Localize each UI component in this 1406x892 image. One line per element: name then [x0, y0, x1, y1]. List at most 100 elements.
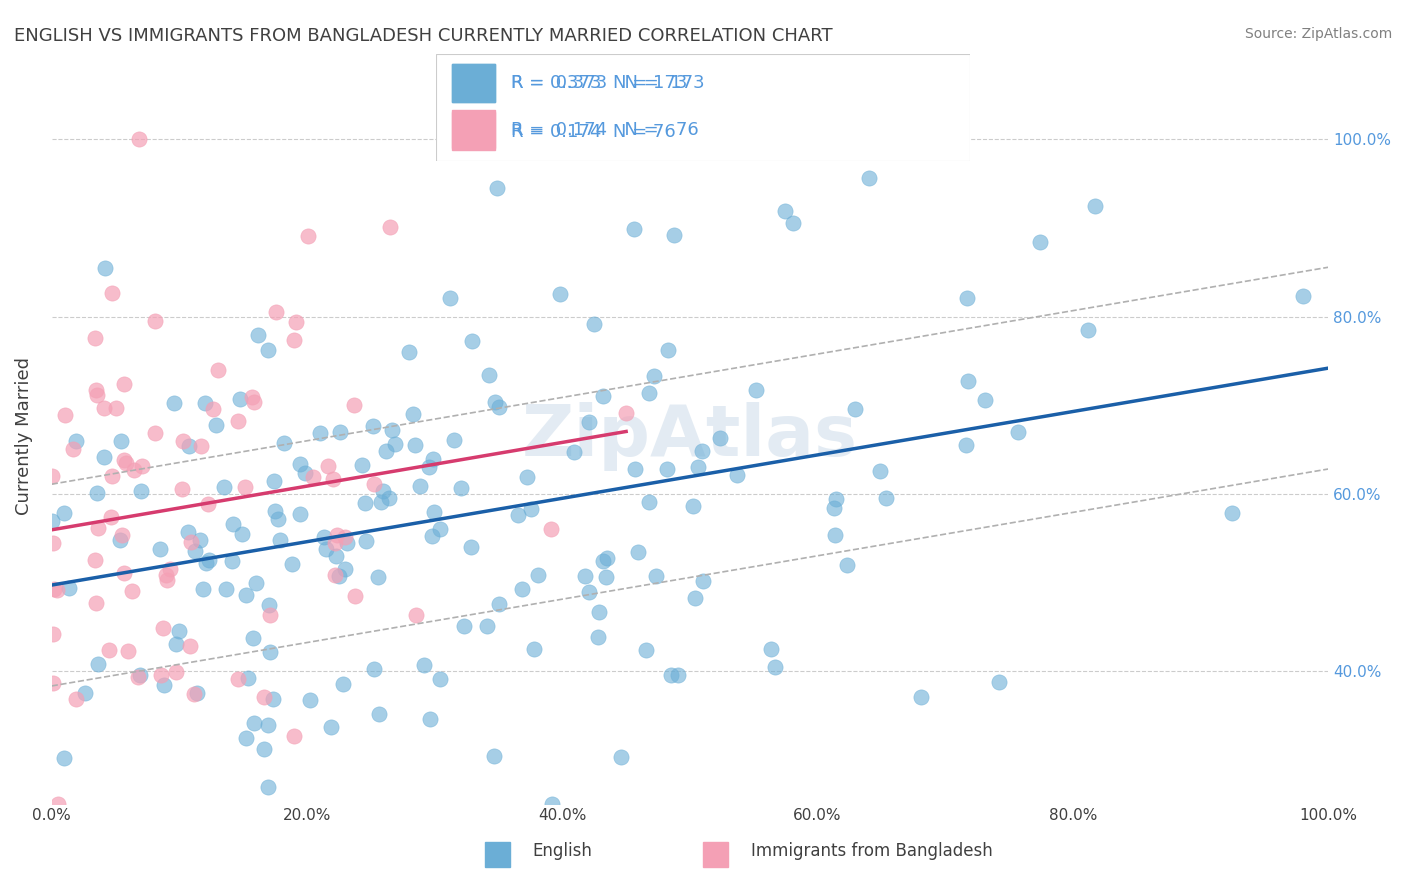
- Point: [100, 469, 122, 483]
- Point: [614, 406, 637, 420]
- Point: [423, 505, 446, 519]
- Point: [267, 512, 290, 526]
- Point: [86, 657, 108, 671]
- Point: [86, 486, 108, 500]
- Point: [527, 568, 550, 582]
- Point: [405, 608, 427, 623]
- Point: [332, 677, 354, 691]
- Point: [657, 343, 679, 357]
- Point: [263, 475, 285, 489]
- Point: [170, 483, 193, 497]
- Point: [582, 317, 605, 331]
- Point: [143, 425, 166, 440]
- Point: [197, 497, 219, 511]
- Point: [375, 444, 398, 458]
- Point: [84, 596, 107, 610]
- Point: [180, 535, 202, 549]
- Point: [595, 569, 617, 583]
- Point: [128, 132, 150, 146]
- Point: [422, 452, 444, 467]
- Point: [319, 720, 342, 734]
- Point: [540, 522, 562, 536]
- Point: [177, 439, 200, 453]
- Point: [484, 395, 506, 409]
- Point: [477, 619, 499, 633]
- Point: [333, 562, 356, 576]
- Point: [188, 533, 211, 547]
- Point: [201, 401, 224, 416]
- Point: [420, 528, 443, 542]
- Point: [235, 731, 257, 745]
- Point: [42, 536, 65, 550]
- Point: [294, 466, 316, 480]
- Point: [404, 438, 426, 452]
- Point: [1084, 199, 1107, 213]
- Point: [645, 569, 668, 583]
- Point: [692, 574, 714, 589]
- Point: [595, 550, 617, 565]
- Point: [42, 582, 65, 596]
- Point: [245, 576, 267, 591]
- Point: [429, 673, 451, 687]
- Point: [115, 456, 138, 470]
- Point: [574, 569, 596, 583]
- Point: [65, 434, 87, 449]
- Point: [398, 345, 420, 359]
- Point: [179, 639, 201, 653]
- Point: [194, 396, 217, 410]
- Point: [257, 343, 280, 358]
- Point: [259, 607, 281, 622]
- Point: [269, 533, 291, 547]
- Point: [336, 536, 359, 550]
- Point: [610, 750, 633, 764]
- Point: [957, 374, 980, 388]
- Point: [165, 665, 187, 680]
- Point: [519, 502, 541, 516]
- Point: [419, 712, 441, 726]
- Point: [429, 522, 451, 536]
- Point: [288, 457, 311, 471]
- Point: [363, 662, 385, 676]
- Point: [45, 582, 67, 597]
- Point: [93, 450, 115, 464]
- Point: [159, 562, 181, 576]
- Text: R = 0.174  N = 76: R = 0.174 N = 76: [510, 123, 675, 141]
- Point: [638, 495, 661, 509]
- Point: [315, 541, 337, 556]
- Point: [94, 260, 117, 275]
- Point: [516, 469, 538, 483]
- Point: [821, 132, 844, 146]
- Point: [488, 401, 510, 415]
- Point: [835, 558, 858, 572]
- Point: [253, 690, 276, 704]
- Point: [153, 678, 176, 692]
- Point: [325, 549, 347, 564]
- Point: [578, 415, 600, 429]
- Point: [592, 553, 614, 567]
- Point: [247, 328, 270, 343]
- Point: [73, 686, 96, 700]
- Point: [221, 517, 243, 532]
- Point: [283, 333, 305, 347]
- Point: [163, 396, 186, 410]
- Point: [215, 582, 238, 596]
- Point: [1220, 506, 1243, 520]
- Point: [1077, 323, 1099, 337]
- Point: [624, 462, 647, 476]
- Point: [62, 442, 84, 457]
- Point: [253, 742, 276, 756]
- Y-axis label: Currently Married: Currently Married: [15, 357, 32, 515]
- Point: [688, 459, 710, 474]
- Point: [824, 491, 846, 506]
- Point: [87, 521, 110, 535]
- Point: [240, 390, 263, 404]
- Point: [634, 643, 657, 657]
- Text: R =  0.174   N =   76: R = 0.174 N = 76: [510, 120, 699, 138]
- Point: [111, 527, 134, 541]
- Point: [377, 491, 399, 505]
- Point: [418, 459, 440, 474]
- Point: [280, 557, 302, 571]
- Point: [869, 464, 891, 478]
- Point: [165, 637, 187, 651]
- Point: [221, 554, 243, 568]
